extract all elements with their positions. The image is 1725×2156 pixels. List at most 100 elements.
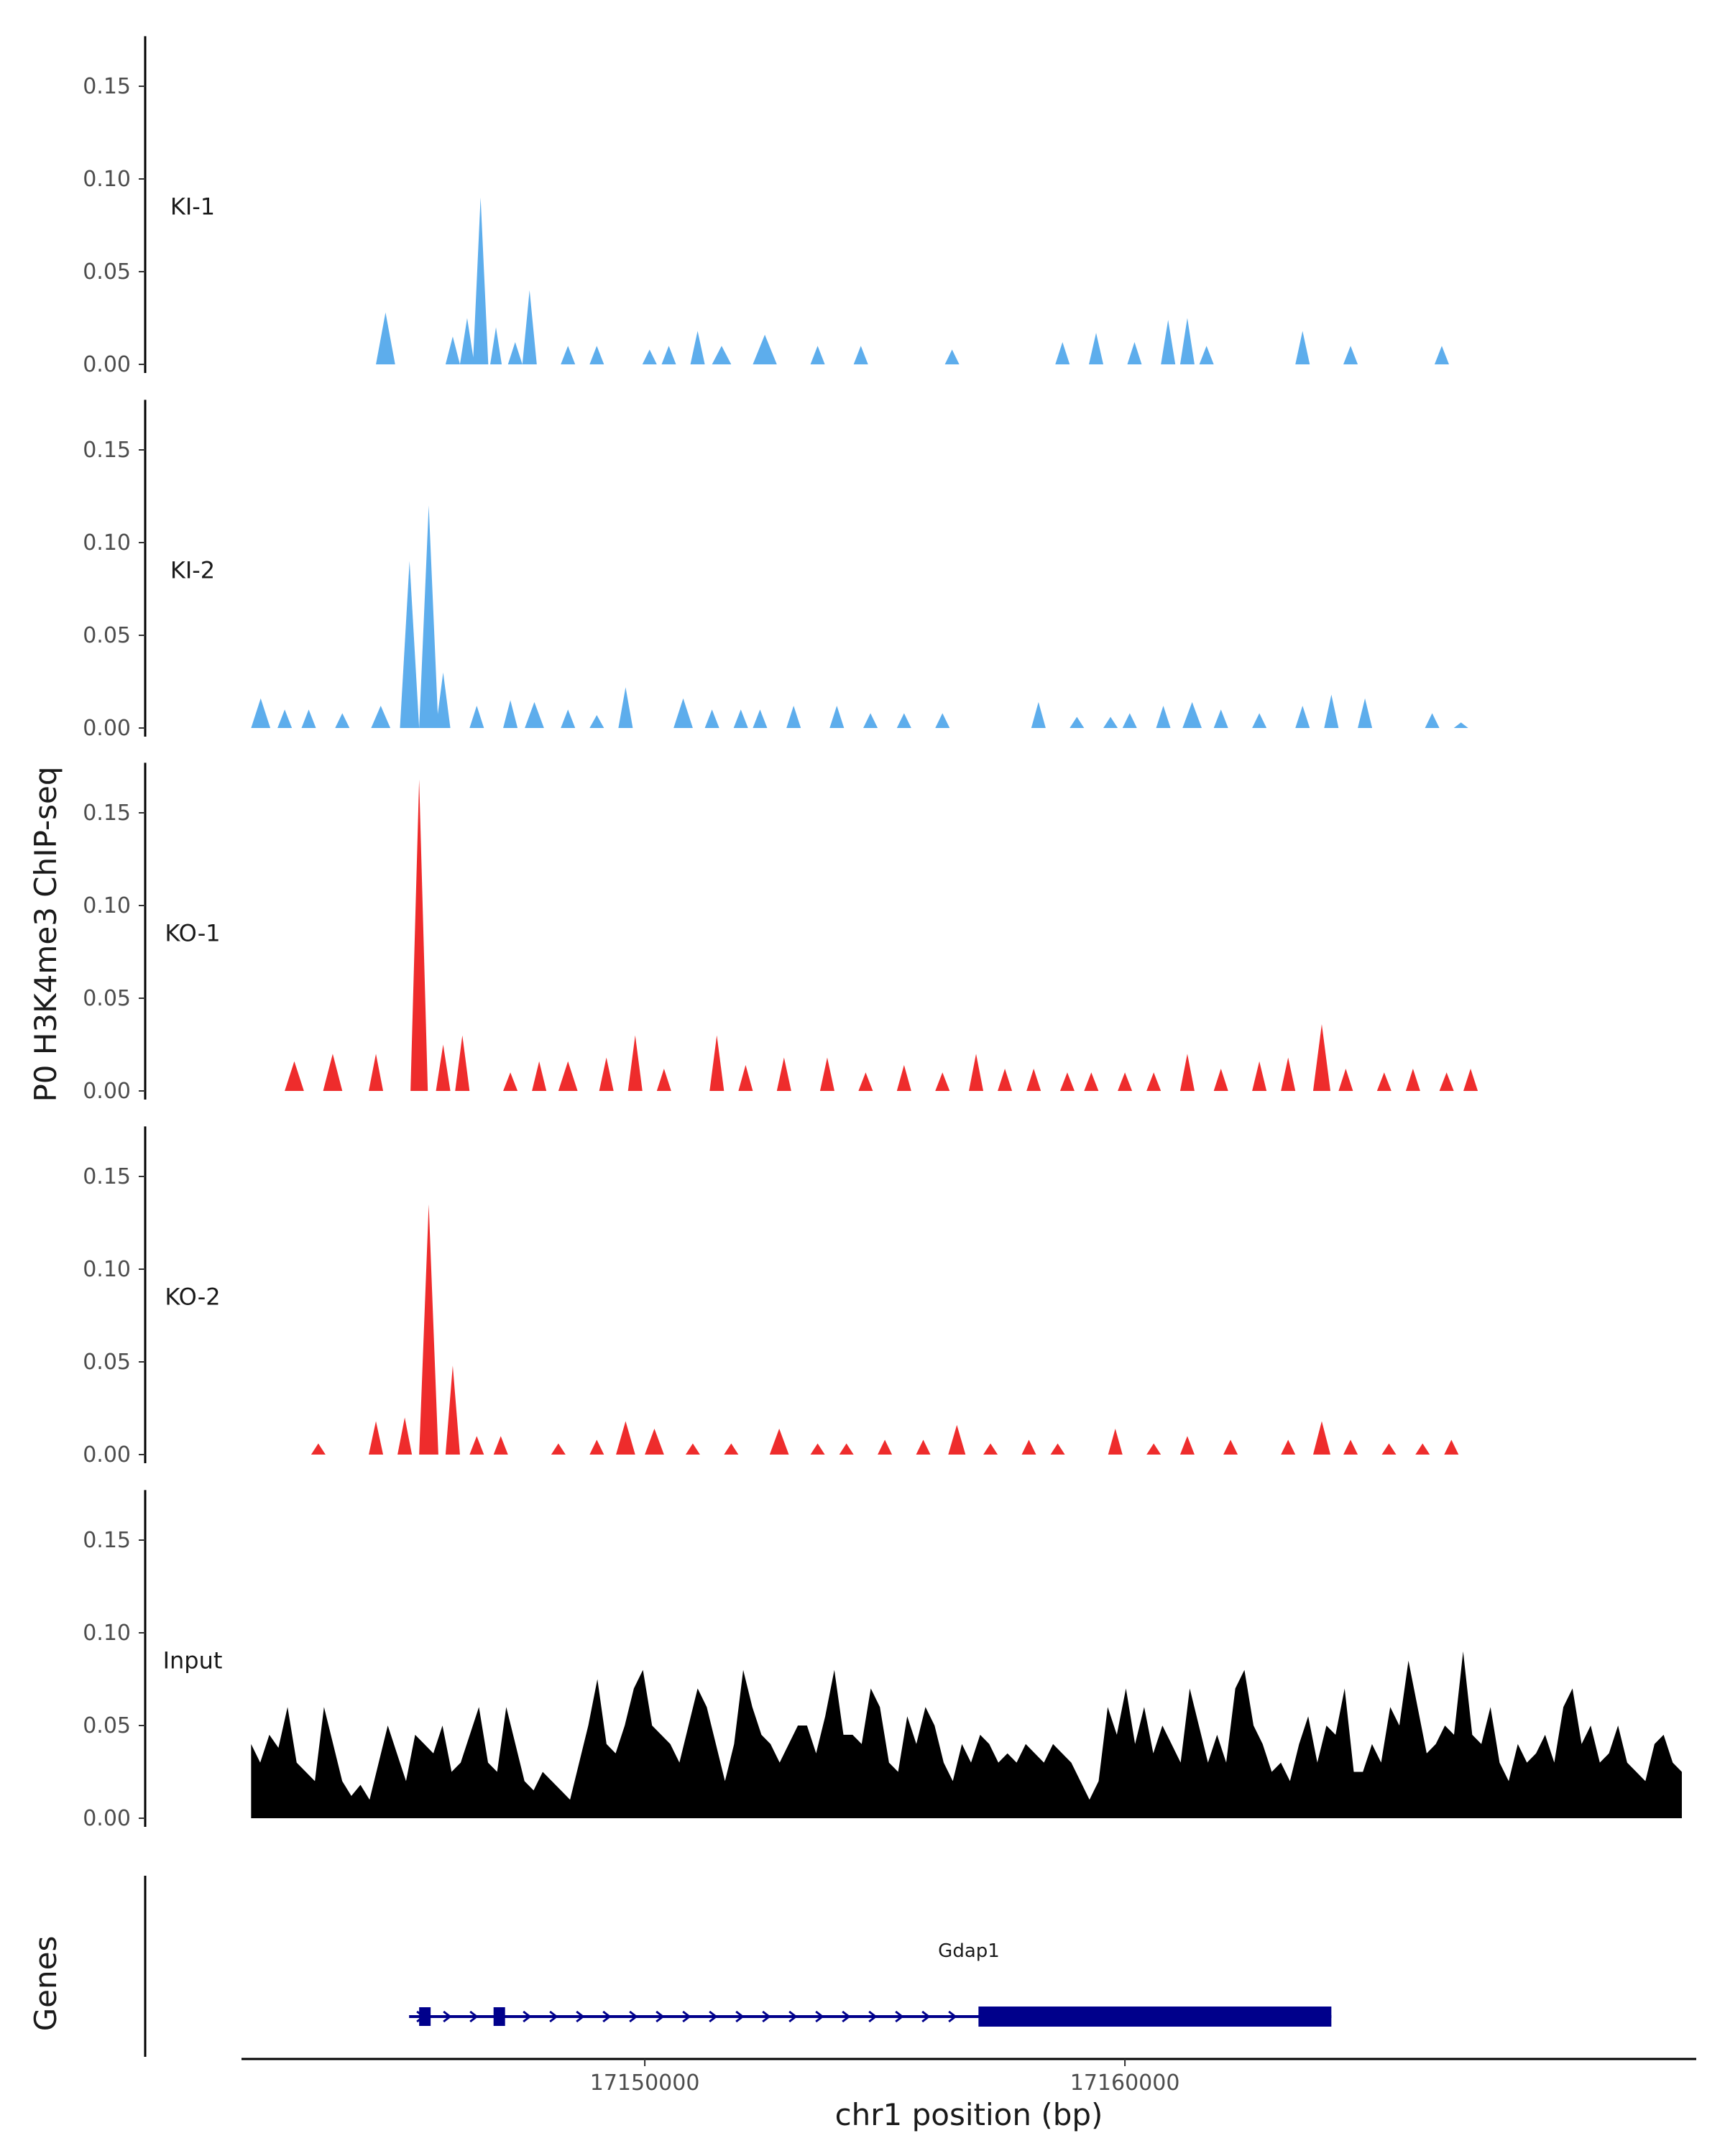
strand-arrow: [842, 2010, 851, 2023]
track-ki-2: 0.00 0.05 0.10 0.15 KI-2: [83, 400, 1468, 741]
signal-peak: [969, 1054, 984, 1091]
signal-peak: [1199, 346, 1214, 364]
strand-arrow: [523, 2010, 532, 2023]
signal-peak: [627, 1035, 643, 1091]
x-tick-label: 17160000: [1070, 2070, 1180, 2096]
track-label: KO-1: [165, 920, 220, 947]
signal-peak: [1179, 1054, 1195, 1091]
signal-peak: [1161, 320, 1176, 364]
signal-peak: [998, 1069, 1013, 1091]
signal-peak: [522, 290, 537, 364]
signal-peak: [445, 336, 460, 364]
signal-peak: [419, 1204, 438, 1455]
signal-peak: [376, 312, 395, 364]
input-signal-area: [251, 1651, 1682, 1818]
signal-peak: [445, 1365, 460, 1455]
signal-peak: [935, 1072, 950, 1091]
signal-peak: [310, 1443, 326, 1455]
strand-arrow: [762, 2010, 771, 2023]
gene-exon: [419, 2007, 431, 2026]
signal-peak: [1312, 1024, 1330, 1091]
signal-peak: [733, 709, 748, 728]
signal-peak: [712, 346, 732, 364]
y-tick-label: 0.05: [83, 259, 131, 285]
y-tick-label: 0.00: [83, 1442, 131, 1468]
signal-peak: [561, 709, 576, 728]
y-tick-label: 0.00: [83, 716, 131, 741]
signal-peak: [673, 698, 693, 728]
y-tick-label: 0.00: [83, 1806, 131, 1831]
signal-peak: [599, 1057, 614, 1091]
track-label: KI-1: [170, 193, 215, 221]
genes-axis-title: Genes: [28, 1936, 63, 2032]
strand-arrow: [576, 2010, 585, 2023]
signal-peak: [810, 1443, 825, 1455]
signal-peak: [1223, 1439, 1238, 1455]
strand-arrow: [629, 2010, 638, 2023]
signal-peak: [1281, 1057, 1296, 1091]
strand-arrow: [895, 2010, 904, 2023]
signal-peak: [251, 698, 271, 728]
signal-peak: [704, 709, 719, 728]
gene-track: [144, 1876, 1332, 2057]
y-tick-label: 0.15: [83, 801, 131, 826]
y-tick-label: 0.05: [83, 623, 131, 648]
signal-peak: [507, 342, 523, 364]
signal-peak: [1252, 1061, 1267, 1091]
y-tick-label: 0.15: [83, 74, 131, 99]
signal-peak: [896, 713, 911, 728]
strand-arrow: [469, 2010, 479, 2023]
signal-peak: [459, 318, 474, 364]
signal-peak: [1358, 698, 1373, 728]
signal-peak: [1343, 346, 1358, 364]
strand-arrow: [602, 2010, 612, 2023]
signal-peak: [738, 1064, 753, 1091]
signal-peak: [853, 346, 868, 364]
signal-peak: [503, 700, 518, 728]
signal-peak: [369, 1054, 384, 1091]
signal-peak: [410, 779, 428, 1091]
signal-peak: [532, 1061, 547, 1091]
signal-peak: [948, 1424, 966, 1455]
signal-peak: [1059, 1072, 1075, 1091]
signal-peak: [1084, 1072, 1099, 1091]
signal-peak: [709, 1035, 724, 1091]
signal-peak: [1213, 1069, 1228, 1091]
track-label: KI-2: [170, 557, 215, 584]
gene-exon: [493, 2007, 505, 2026]
signal-peak: [1444, 1439, 1459, 1455]
track-ki-1: 0.00 0.05 0.10 0.15 KI-1: [83, 36, 1449, 377]
signal-peak: [1376, 1072, 1392, 1091]
strand-arrow: [682, 2010, 691, 2023]
gene-name-label: Gdap1: [938, 1940, 1000, 1962]
signal-peak: [839, 1443, 854, 1455]
signal-peak: [490, 327, 502, 364]
signal-peak: [1405, 1069, 1420, 1091]
signal-peak: [1127, 342, 1142, 364]
signal-peak: [829, 706, 845, 728]
signal-peak: [1179, 1436, 1195, 1455]
y-tick-label: 0.05: [83, 1713, 131, 1738]
signal-peak: [323, 1054, 343, 1091]
signal-peak: [1213, 709, 1228, 728]
signal-peak: [1021, 1439, 1036, 1455]
signal-peak: [397, 1417, 413, 1455]
y-tick-label: 0.00: [83, 352, 131, 377]
strand-arrow: [788, 2010, 798, 2023]
signal-peak: [769, 1428, 789, 1455]
signal-peak: [503, 1072, 518, 1091]
strand-arrow: [709, 2010, 718, 2023]
signal-peak: [753, 709, 768, 728]
strand-arrow: [948, 2010, 957, 2023]
signal-peak: [724, 1443, 739, 1455]
signal-peak: [1252, 713, 1267, 728]
y-tick-label: 0.10: [83, 1621, 131, 1646]
signal-peak: [786, 706, 801, 728]
signal-peak: [858, 1072, 873, 1091]
signal-peak: [661, 346, 676, 364]
gene-exon: [978, 2007, 1332, 2027]
signal-peak: [896, 1064, 911, 1091]
signal-peak: [1295, 706, 1310, 728]
x-axis: 17150000 17160000: [242, 2058, 1696, 2096]
